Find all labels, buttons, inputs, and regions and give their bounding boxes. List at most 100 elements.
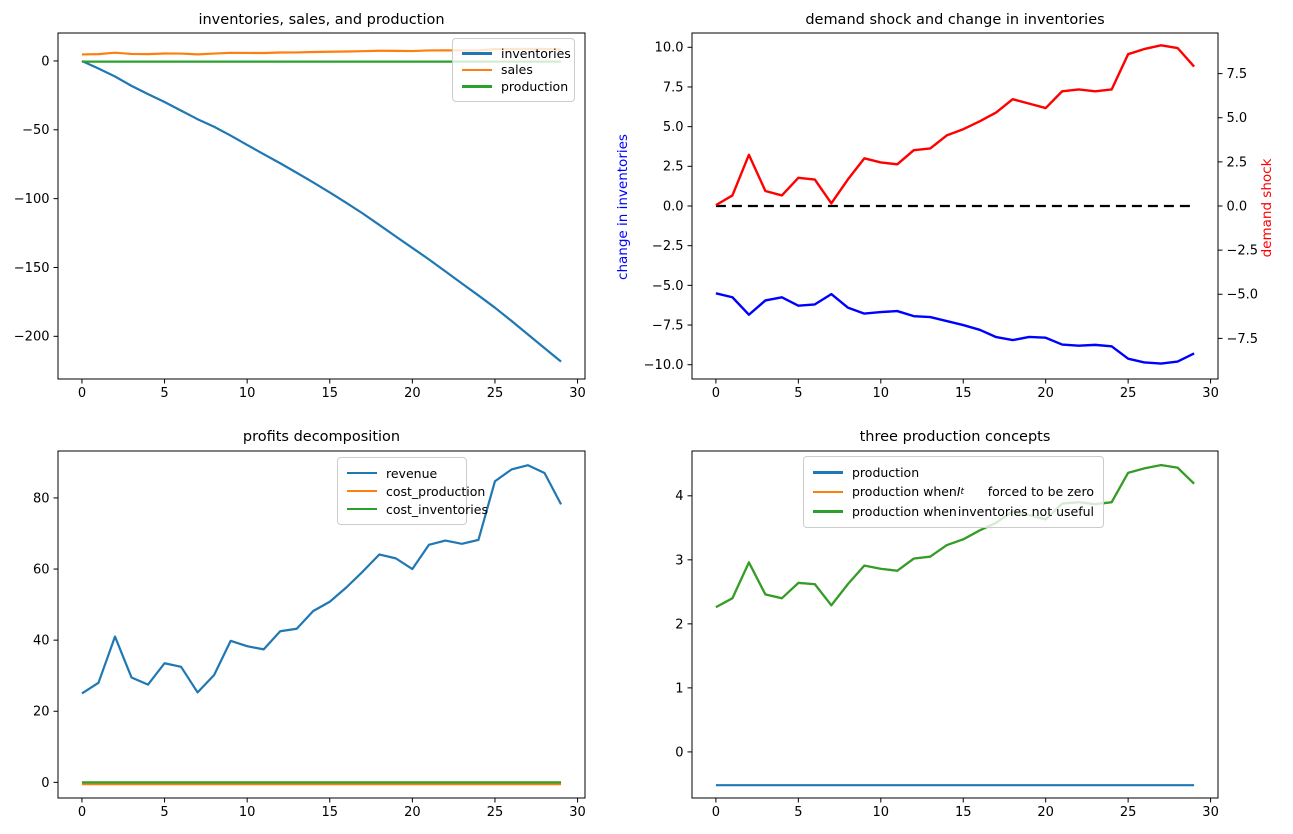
legend-inventories-sales-production: inventories sales production [452,38,575,102]
legend-line-sample [347,489,377,493]
svg-text:15: 15 [321,386,338,401]
svg-text:7.5: 7.5 [1227,67,1248,82]
svg-text:5: 5 [160,386,168,401]
svg-text:−100: −100 [14,192,50,207]
svg-text:−150: −150 [14,261,50,276]
svg-text:−200: −200 [14,330,50,345]
legend-line-sample [813,490,843,494]
legend-entry: revenue [347,466,457,481]
svg-text:0: 0 [675,745,683,760]
svg-text:4: 4 [675,489,683,504]
svg-text:10: 10 [873,805,890,820]
legend-label: production when [852,484,957,500]
svg-text:0: 0 [41,776,49,791]
y-axis-ticks-right: 7.5 5.0 2.5 0.0 −2.5 −5.0 −7.5 [1218,67,1258,347]
svg-text:2.5: 2.5 [1227,155,1248,170]
svg-text:5: 5 [160,805,168,820]
svg-text:30: 30 [569,386,586,401]
legend-line-sample [347,507,377,511]
legend-entry: production [462,79,569,95]
subplot1-title: inventories, sales, and production [198,12,445,28]
svg-text:−7.5: −7.5 [652,318,684,333]
svg-text:10: 10 [873,386,890,401]
x-axis-ticks: 0 5 10 15 20 25 30 [78,379,586,401]
y-axis-ticks-left: 0 20 40 60 80 [33,491,58,791]
legend-label: sales [501,62,533,78]
svg-text:25: 25 [487,805,504,820]
legend-entry: cost_inventories [347,502,488,517]
svg-text:2.5: 2.5 [663,160,684,175]
line-production-when-inventories-not-useful [715,463,1195,609]
svg-text:−2.5: −2.5 [652,239,684,254]
svg-text:0: 0 [712,805,720,820]
x-axis-ticks: 0 5 10 15 20 25 30 [712,798,1219,820]
svg-text:−7.5: −7.5 [1227,332,1259,347]
line-change-in-inventories [715,292,1195,365]
ylabel-change-in-inventories: change in inventories [615,134,631,280]
legend-line-sample [813,510,843,513]
subplot4-title: three production concepts [859,429,1051,445]
x-axis-ticks: 0 5 10 15 20 25 30 [712,379,1219,401]
series-lines [81,464,563,786]
svg-text:−10.0: −10.0 [644,358,684,373]
svg-text:0: 0 [712,386,720,401]
ylabel-demand-shock: demand shock [1259,158,1275,258]
svg-text:25: 25 [1120,805,1137,820]
legend-label: forced to be zero [987,484,1094,500]
legend-entry: cost_production [347,484,485,499]
line-revenue [81,464,563,695]
series-lines [715,463,1195,787]
legend-label: production [501,79,569,95]
subplot3-title: profits decomposition [242,429,401,445]
svg-text:1: 1 [675,681,683,696]
legend-entry: inventories [462,46,571,61]
y-axis-ticks-left: 0 1 2 3 4 [675,489,692,760]
legend-label: production when [852,503,957,519]
legend-label: cost_inventories [386,501,488,517]
svg-text:−50: −50 [22,123,49,138]
svg-text:0: 0 [78,805,86,820]
series-lines [715,44,1195,365]
svg-text:−5.0: −5.0 [652,279,684,294]
line-demand-shock [715,44,1195,207]
svg-text:60: 60 [33,562,50,577]
svg-text:0: 0 [78,386,86,401]
axes-spines [57,450,586,799]
legend-label: inventories [501,45,571,61]
svg-text:30: 30 [569,805,586,820]
legend-label: t [960,486,965,497]
svg-text:−2.5: −2.5 [1227,244,1259,259]
svg-text:0.0: 0.0 [1227,199,1248,214]
svg-text:15: 15 [321,805,338,820]
legend-label: inventories not useful [957,503,1094,519]
legend-text-gap [964,491,988,492]
y-axis-ticks-left: 10.0 7.5 5.0 2.5 0.0 −2.5 −5.0 −7.5 −10.0 [644,41,692,373]
axes-spines [691,450,1219,799]
svg-text:10: 10 [239,386,256,401]
legend-label: I [956,484,961,500]
svg-text:15: 15 [955,805,972,820]
legend-line-sample [462,68,492,72]
svg-text:10.0: 10.0 [655,41,684,56]
legend-entry: production [813,465,1094,480]
legend-profits-decomposition: revenue cost_production cost_inventories [337,457,488,525]
svg-text:5: 5 [794,386,802,401]
svg-text:10: 10 [239,805,256,820]
svg-text:20: 20 [33,705,50,720]
y-axis-ticks-left: 0 −50 −100 −150 −200 [14,54,58,345]
legend-line-sample [347,471,377,475]
line-inventories [81,59,562,363]
axes-spines [57,32,586,380]
x-axis-ticks: 0 5 10 15 20 25 30 [78,798,586,820]
svg-text:0: 0 [41,54,49,69]
svg-text:20: 20 [1037,805,1054,820]
svg-text:30: 30 [1202,805,1219,820]
svg-text:20: 20 [404,386,421,401]
